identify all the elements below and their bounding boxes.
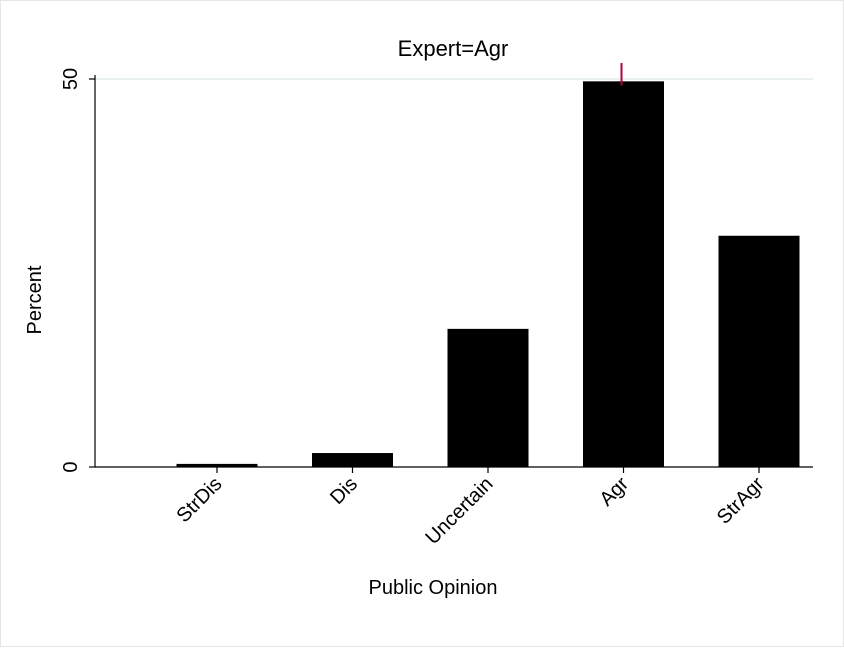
y-axis-label: Percent bbox=[24, 265, 46, 334]
bar-stragr bbox=[718, 235, 800, 467]
x-tick-label: Uncertain bbox=[421, 473, 497, 549]
x-tick-label: StrDis bbox=[172, 473, 226, 527]
y-tick-label: 50 bbox=[60, 68, 82, 90]
chart-title: Expert=Agr bbox=[398, 36, 509, 61]
bar-dis bbox=[312, 453, 393, 467]
x-tick-label: StrAgr bbox=[713, 473, 769, 529]
bar-strdis bbox=[176, 463, 258, 467]
y-tick-label: 0 bbox=[60, 461, 82, 472]
bars bbox=[176, 81, 800, 467]
x-axis-ticks: StrDis Dis Uncertain Agr StrAgr bbox=[172, 467, 769, 549]
x-tick-label: Dis bbox=[326, 473, 362, 509]
y-axis-ticks: 0 50 bbox=[60, 68, 95, 473]
bar-agr bbox=[583, 81, 664, 467]
x-tick-label: Agr bbox=[595, 473, 633, 511]
x-axis-label: Public Opinion bbox=[369, 577, 498, 599]
bar-uncertain bbox=[447, 328, 529, 467]
